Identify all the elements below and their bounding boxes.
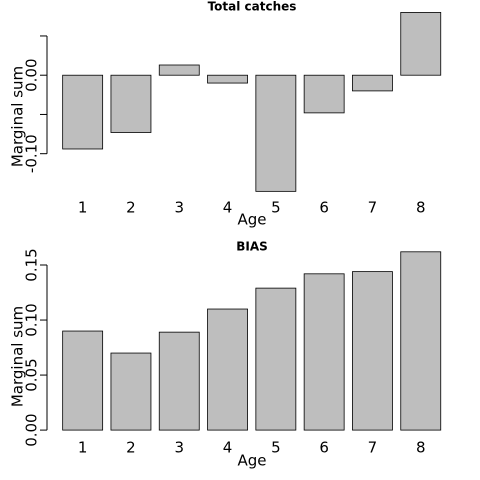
y-tick-label: -0.10 xyxy=(23,134,41,173)
x-tick-label: 2 xyxy=(126,439,136,457)
bar xyxy=(352,74,393,92)
bar xyxy=(352,271,393,431)
x-tick-label: 7 xyxy=(368,439,378,457)
y-tick-label: 0.00 xyxy=(23,413,41,446)
y-axis-label: Marginal sum xyxy=(9,66,27,167)
bar xyxy=(62,330,104,431)
bar xyxy=(62,74,104,150)
x-tick-label: 1 xyxy=(78,199,88,217)
bar xyxy=(400,12,442,76)
y-tick-label: 0.10 xyxy=(23,303,41,336)
bar xyxy=(207,308,248,431)
y-axis-label: Marginal sum xyxy=(9,306,27,407)
bar xyxy=(110,74,152,133)
y-tick-label: 0.00 xyxy=(23,59,41,92)
x-tick-label: 8 xyxy=(416,439,426,457)
bar xyxy=(158,64,200,76)
bar xyxy=(110,352,152,431)
x-tick-label: 5 xyxy=(271,199,281,217)
x-tick-label: 3 xyxy=(174,439,184,457)
chart-title: BIAS xyxy=(236,240,268,254)
x-tick-label: 3 xyxy=(174,199,184,217)
y-tick-label: 0.15 xyxy=(23,248,41,281)
x-tick-label: 4 xyxy=(223,199,233,217)
y-tick-label: 0.05 xyxy=(23,358,41,391)
x-tick-label: 1 xyxy=(78,439,88,457)
x-tick-label: 4 xyxy=(223,439,233,457)
x-tick-label: 5 xyxy=(271,439,281,457)
bar xyxy=(207,74,248,84)
bar xyxy=(303,74,345,114)
x-tick-label: 6 xyxy=(319,199,329,217)
x-tick-label: 7 xyxy=(368,199,378,217)
bar xyxy=(303,273,345,431)
x-tick-label: 2 xyxy=(126,199,136,217)
bar xyxy=(255,74,297,192)
x-tick-label: 8 xyxy=(416,199,426,217)
x-axis-label: Age xyxy=(237,452,266,470)
x-tick-label: 6 xyxy=(319,439,329,457)
bar xyxy=(158,331,200,431)
bar xyxy=(255,287,297,431)
bar xyxy=(400,251,442,431)
chart-title: Total catches xyxy=(208,0,297,14)
x-axis-label: Age xyxy=(237,211,266,229)
